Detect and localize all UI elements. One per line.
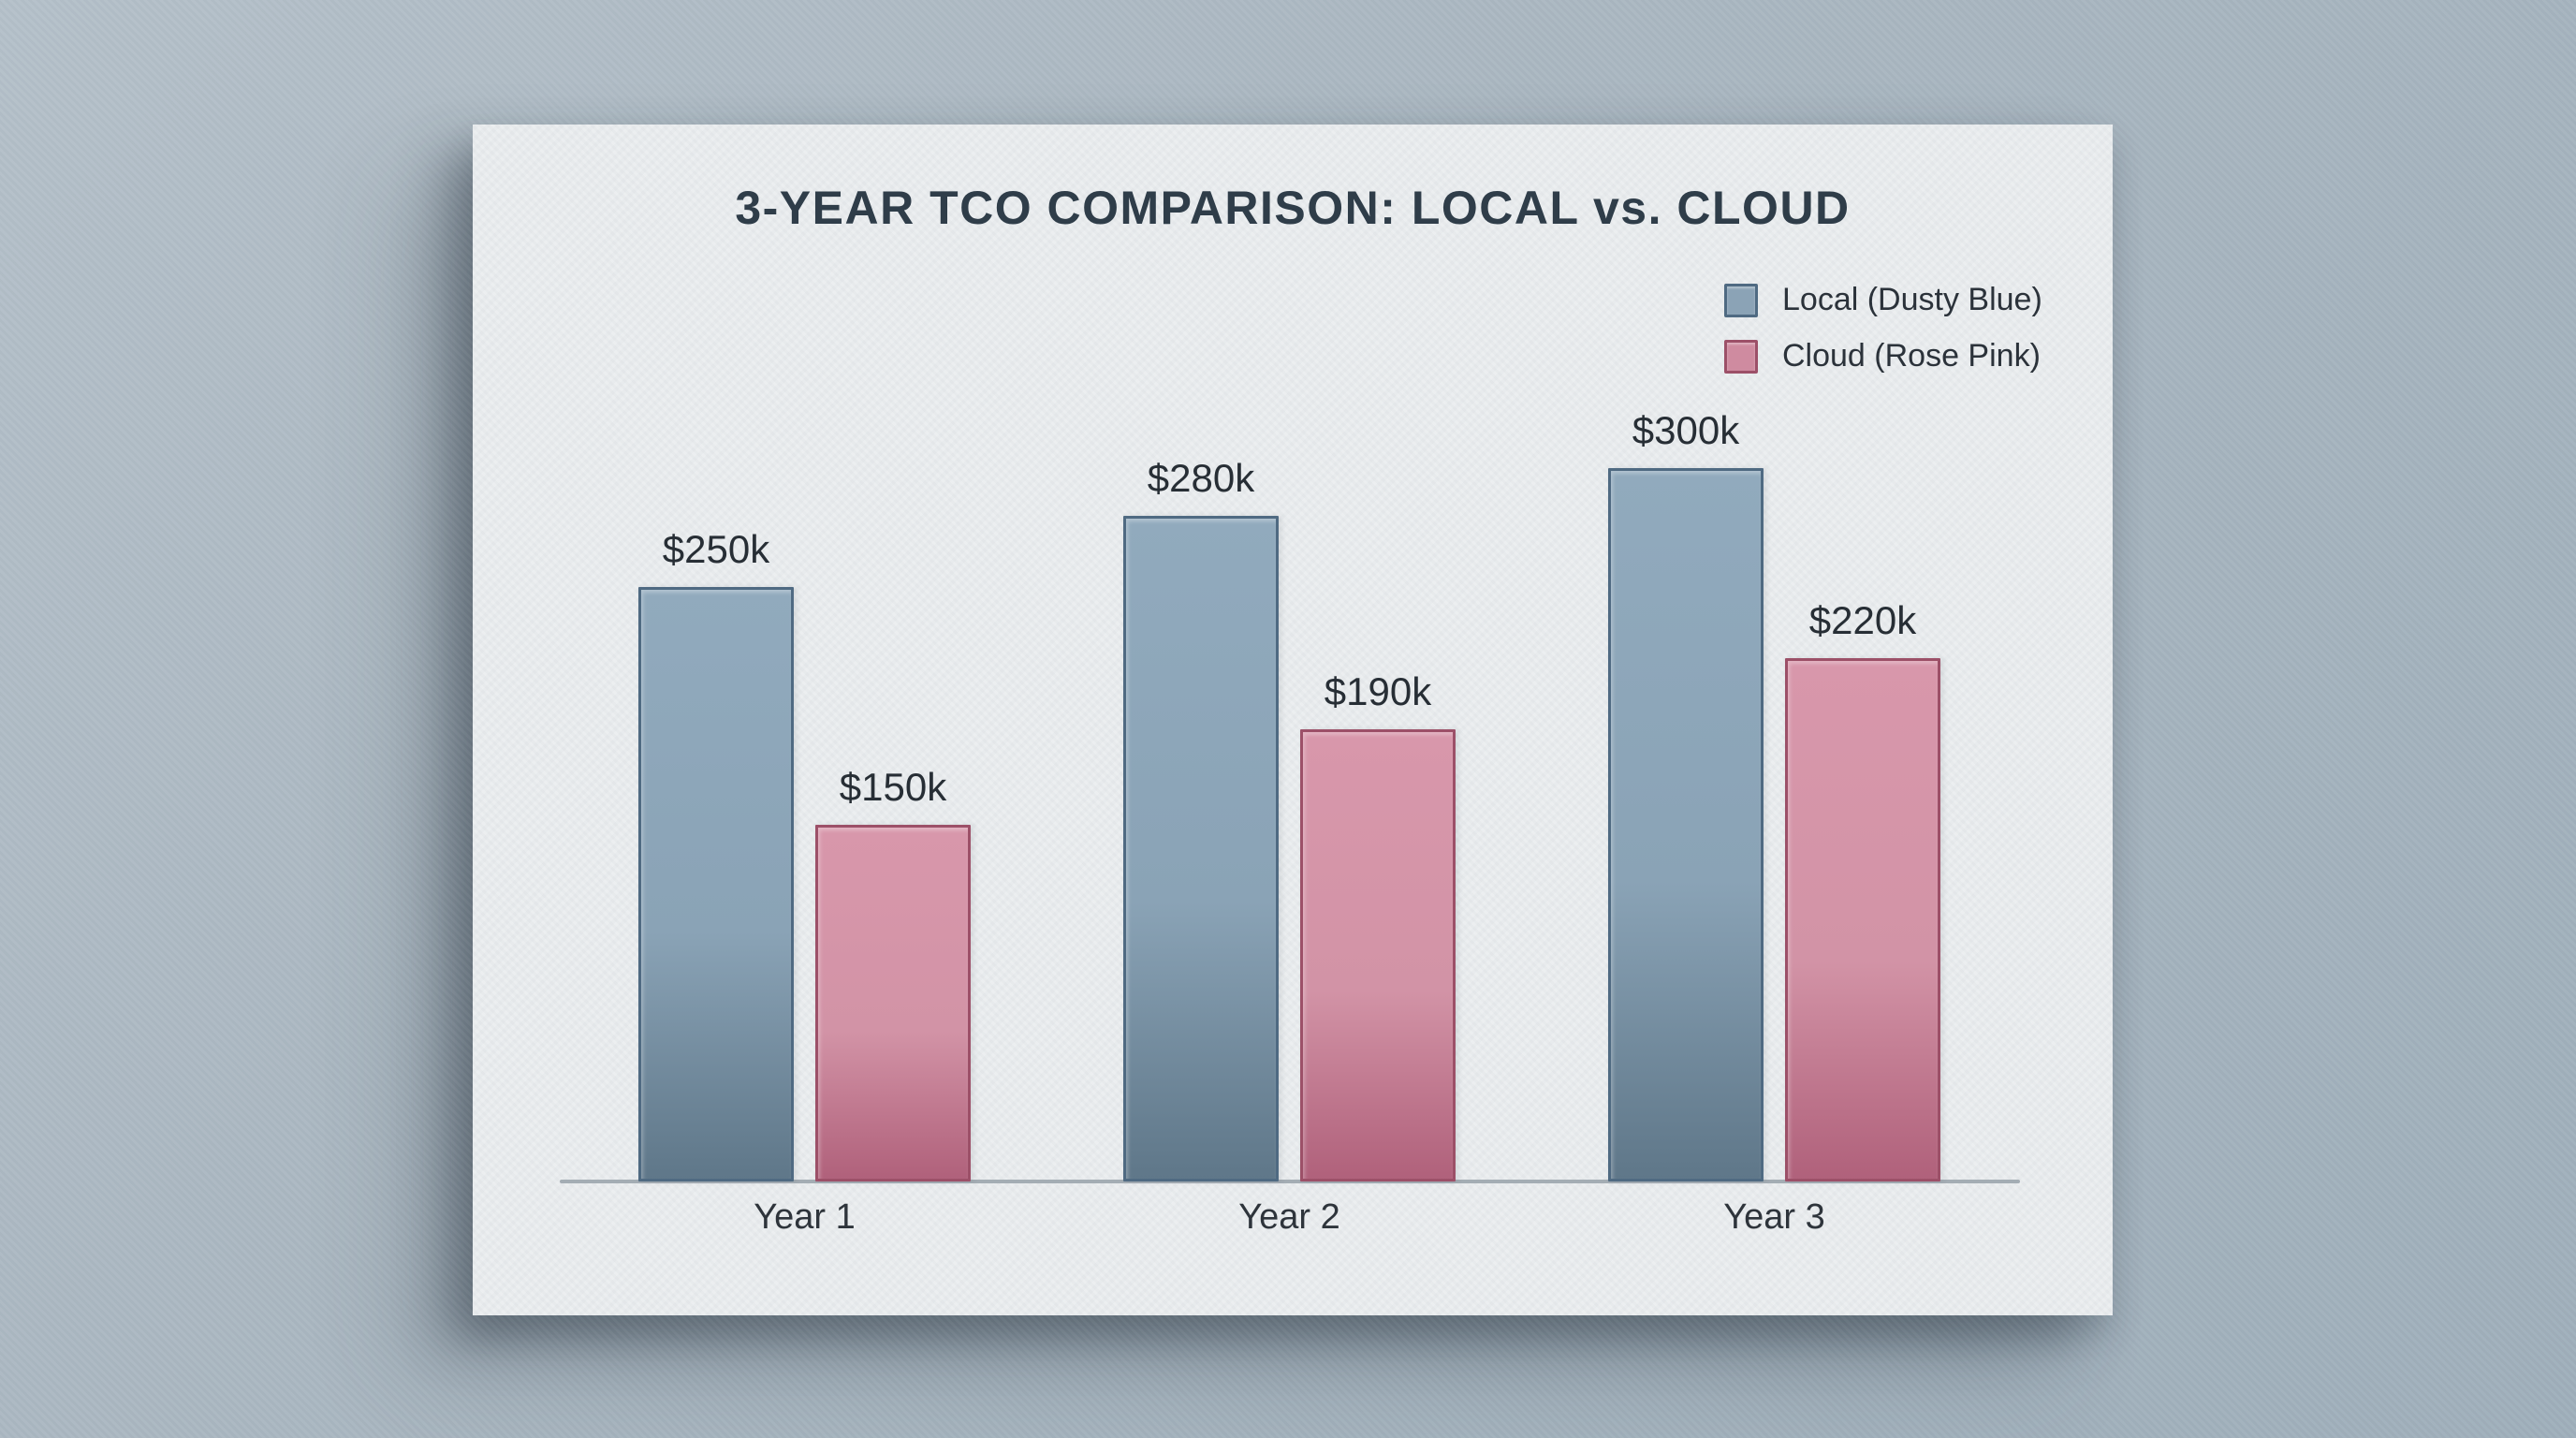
legend-label-local: Local (Dusty Blue): [1782, 282, 2042, 317]
bar-local-year-1: [638, 587, 794, 1181]
legend-swatch-cloud: [1724, 339, 1758, 374]
bar-wrap-local: $280k: [1123, 456, 1279, 1181]
legend-label-cloud: Cloud (Rose Pink): [1782, 338, 2041, 374]
legend-item-local: Local (Dusty Blue): [1724, 282, 2042, 318]
legend-swatch-local: [1724, 283, 1758, 317]
bar-cloud-year-3: [1785, 658, 1940, 1181]
chart-card: 3-YEAR TCO COMPARISON: LOCAL vs. CLOUD L…: [473, 125, 2113, 1315]
bar-wrap-local: $300k: [1608, 408, 1764, 1181]
x-axis-line: [560, 1180, 2020, 1183]
bar-wrap-cloud: $190k: [1300, 669, 1456, 1181]
x-axis-label-year-3: Year 3: [1723, 1197, 1825, 1237]
plot-area: $250k $150k $280k $190k $300k $220k: [560, 408, 2020, 1183]
bar-value-label-cloud: $190k: [1324, 669, 1432, 713]
bar-wrap-local: $250k: [638, 527, 794, 1181]
bar-wrap-cloud: $220k: [1785, 598, 1940, 1181]
bar-value-label-local: $280k: [1147, 456, 1255, 500]
chart-title: 3-YEAR TCO COMPARISON: LOCAL vs. CLOUD: [735, 182, 1851, 234]
legend-item-cloud: Cloud (Rose Pink): [1724, 338, 2042, 374]
bar-group-year-3: $300k $220k: [1608, 408, 1940, 1181]
bar-group-year-1: $250k $150k: [638, 527, 971, 1181]
bar-wrap-cloud: $150k: [815, 765, 971, 1181]
bar-value-label-local: $250k: [662, 527, 770, 571]
x-axis-label-year-1: Year 1: [754, 1197, 856, 1237]
bar-value-label-cloud: $150k: [839, 765, 947, 809]
bar-cloud-year-1: [815, 825, 971, 1181]
legend: Local (Dusty Blue) Cloud (Rose Pink): [1724, 282, 2042, 374]
x-axis-labels: Year 1 Year 2 Year 3: [560, 1197, 2020, 1238]
x-axis-label-year-2: Year 2: [1238, 1197, 1340, 1237]
bar-local-year-2: [1123, 516, 1279, 1181]
bar-value-label-cloud: $220k: [1808, 598, 1917, 642]
bar-local-year-3: [1608, 468, 1764, 1181]
bar-group-year-2: $280k $190k: [1123, 456, 1456, 1181]
bar-cloud-year-2: [1300, 729, 1456, 1181]
bar-value-label-local: $300k: [1632, 408, 1740, 452]
